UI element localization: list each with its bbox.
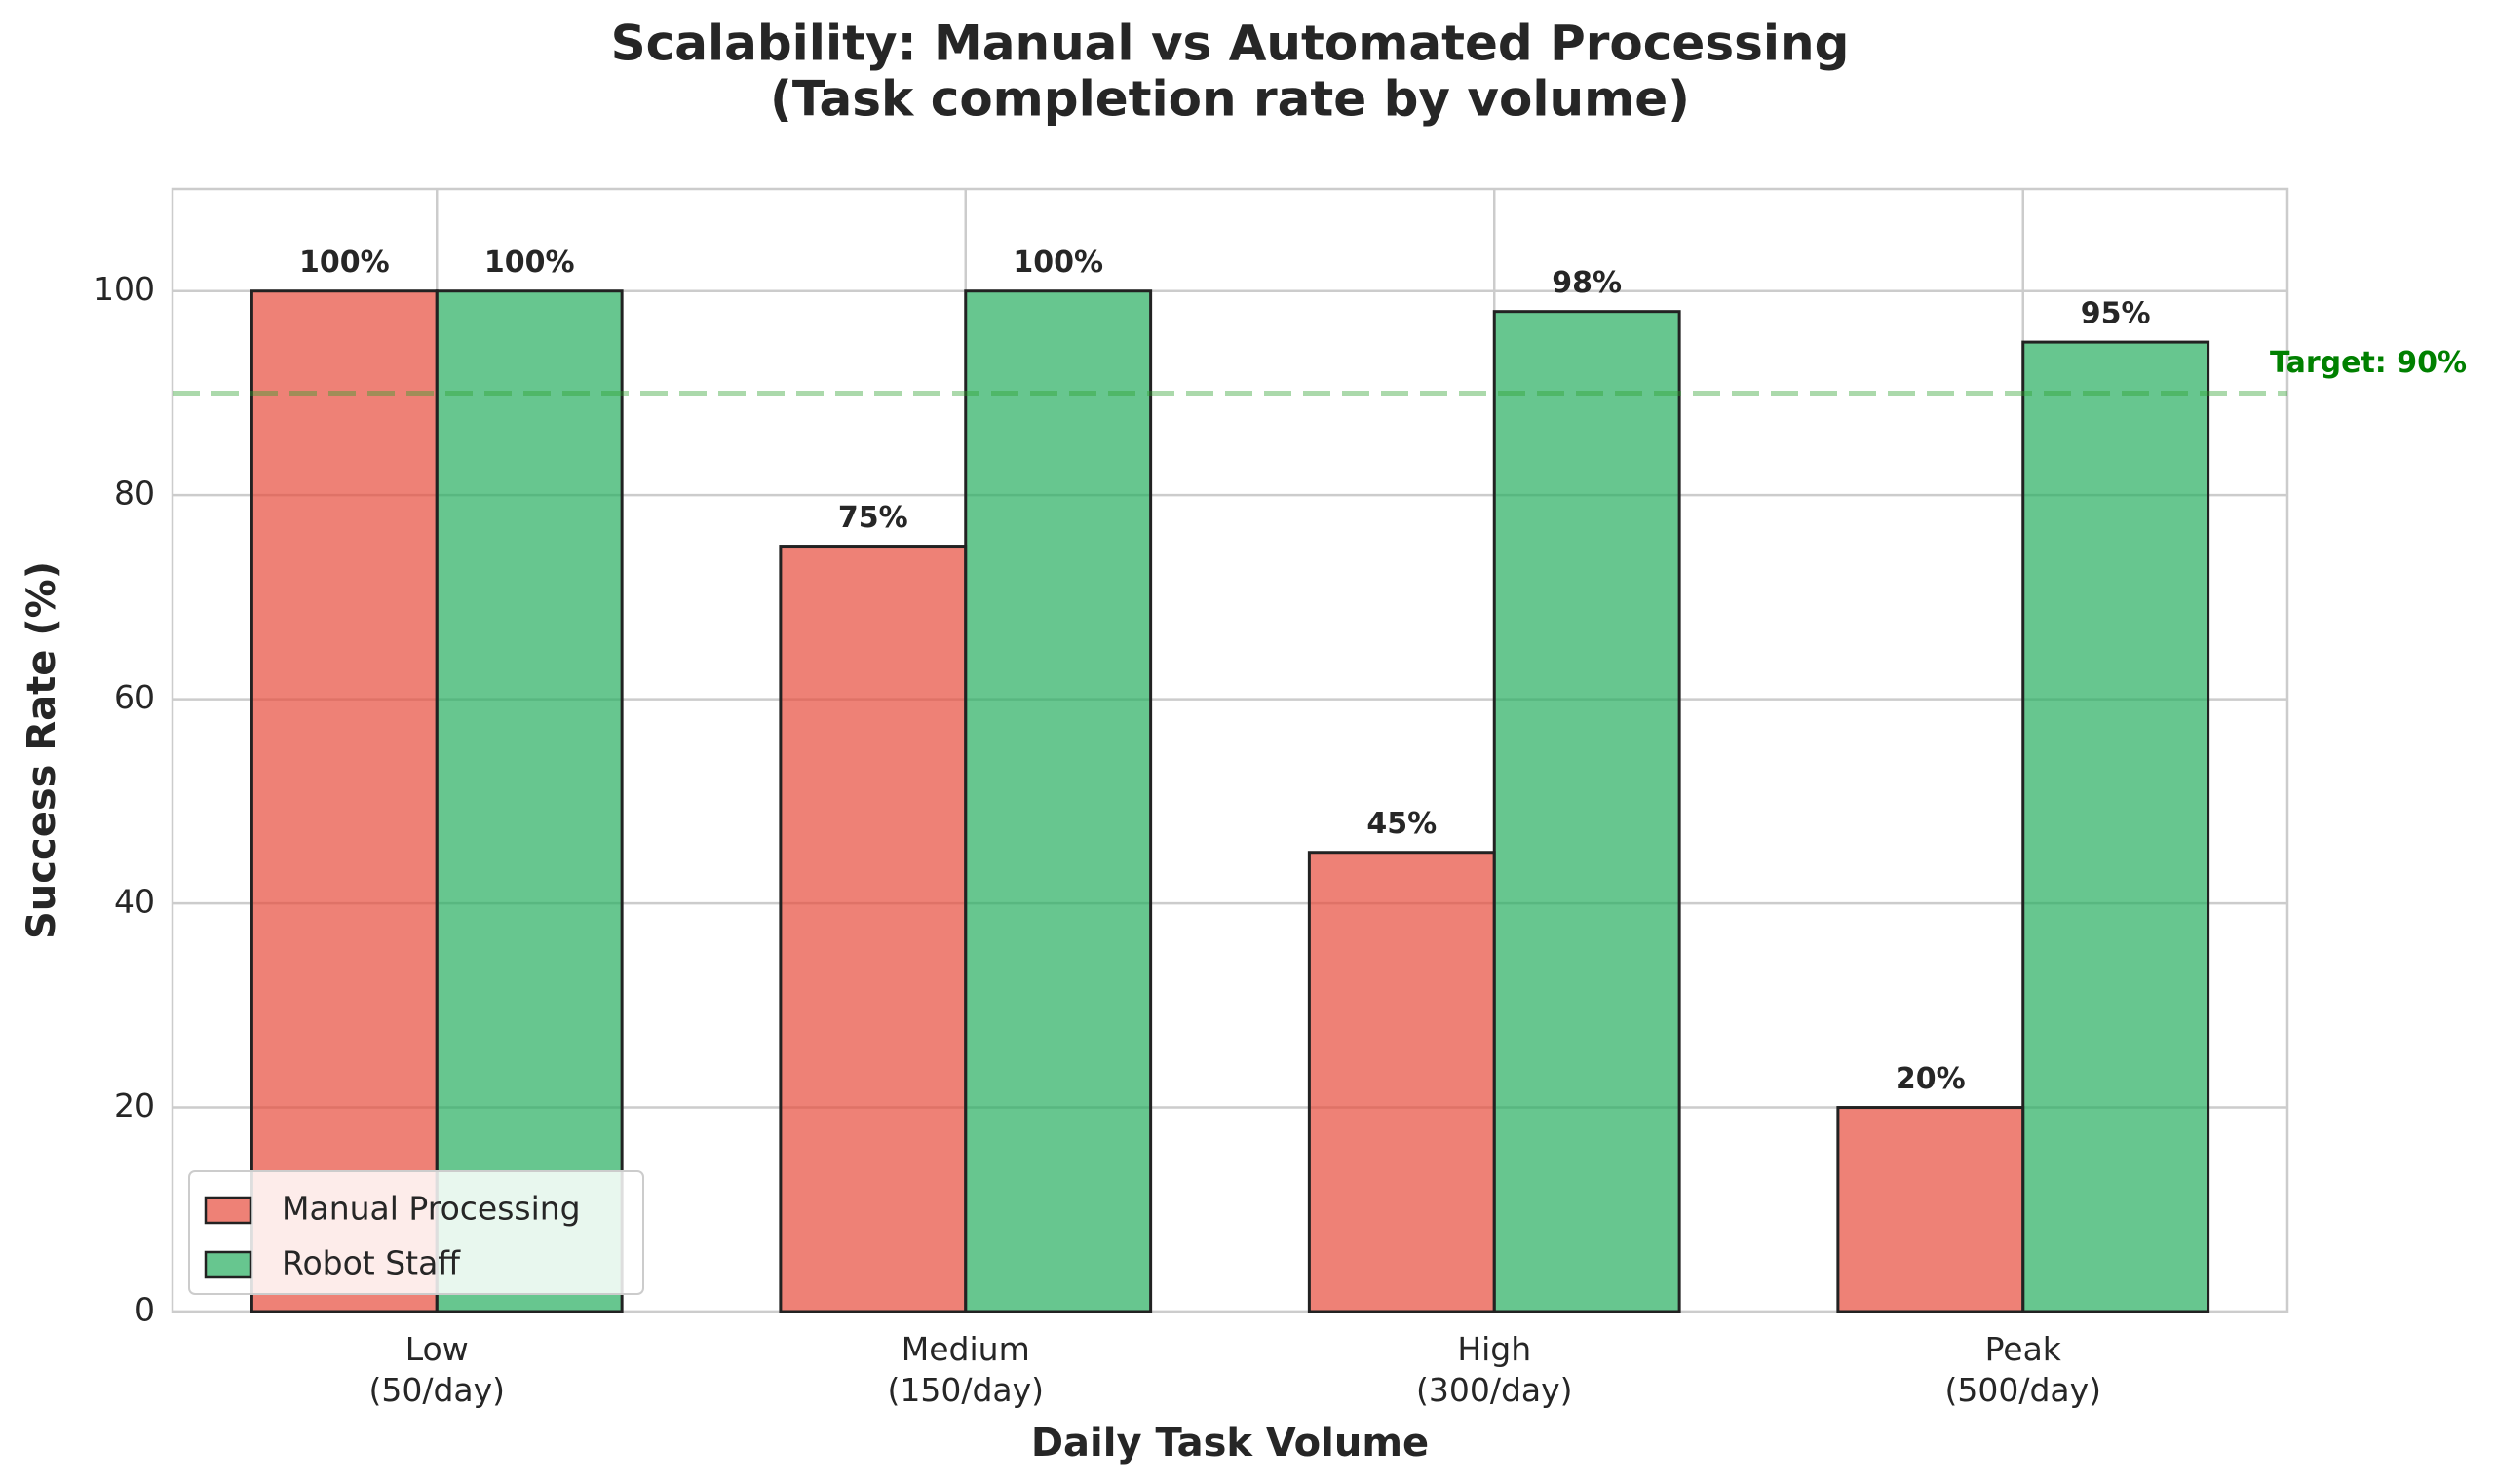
chart-title: Scalability: Manual vs Automated Process… <box>611 16 1850 72</box>
target-label: Target: 90% <box>2270 346 2467 380</box>
x-tick-label: Medium (150/day) <box>887 1330 1045 1409</box>
bar <box>964 289 1153 1313</box>
y-tick-label: 60 <box>114 678 155 716</box>
value-label: 100% <box>484 246 575 280</box>
x-axis-label: Daily Task Volume <box>1031 1421 1429 1465</box>
bar <box>250 289 439 1313</box>
legend-box <box>188 1170 644 1295</box>
y-tick-label: 100 <box>94 270 155 308</box>
y-axis-label: Success Rate (%) <box>19 561 64 939</box>
x-tick-label: Low (50/day) <box>368 1330 506 1409</box>
value-label: 95% <box>2081 297 2151 331</box>
legend-label: Robot Staff <box>282 1244 461 1282</box>
x-tick-label: Peak (500/day) <box>1944 1330 2102 1409</box>
y-tick-label: 40 <box>114 883 155 921</box>
value-label: 98% <box>1552 266 1622 300</box>
value-label: 75% <box>838 501 908 535</box>
bar <box>1492 310 1681 1313</box>
value-label: 100% <box>299 246 390 280</box>
y-tick-label: 0 <box>134 1291 155 1329</box>
value-label: 100% <box>1013 246 1103 280</box>
y-tick-label: 80 <box>114 475 155 513</box>
x-tick-label: High (300/day) <box>1415 1330 1573 1409</box>
bar <box>435 289 624 1313</box>
value-label: 45% <box>1366 807 1437 841</box>
y-tick-label: 20 <box>114 1086 155 1124</box>
legend-swatch <box>204 1196 252 1225</box>
bar <box>2021 340 2210 1313</box>
legend-swatch <box>204 1250 252 1279</box>
value-label: 20% <box>1896 1062 1966 1096</box>
bar <box>1307 851 1496 1313</box>
legend-label: Manual Processing <box>282 1190 581 1228</box>
bar <box>1836 1106 2025 1313</box>
bar <box>779 545 968 1313</box>
chart-subtitle: (Task completion rate by volume) <box>770 71 1690 128</box>
